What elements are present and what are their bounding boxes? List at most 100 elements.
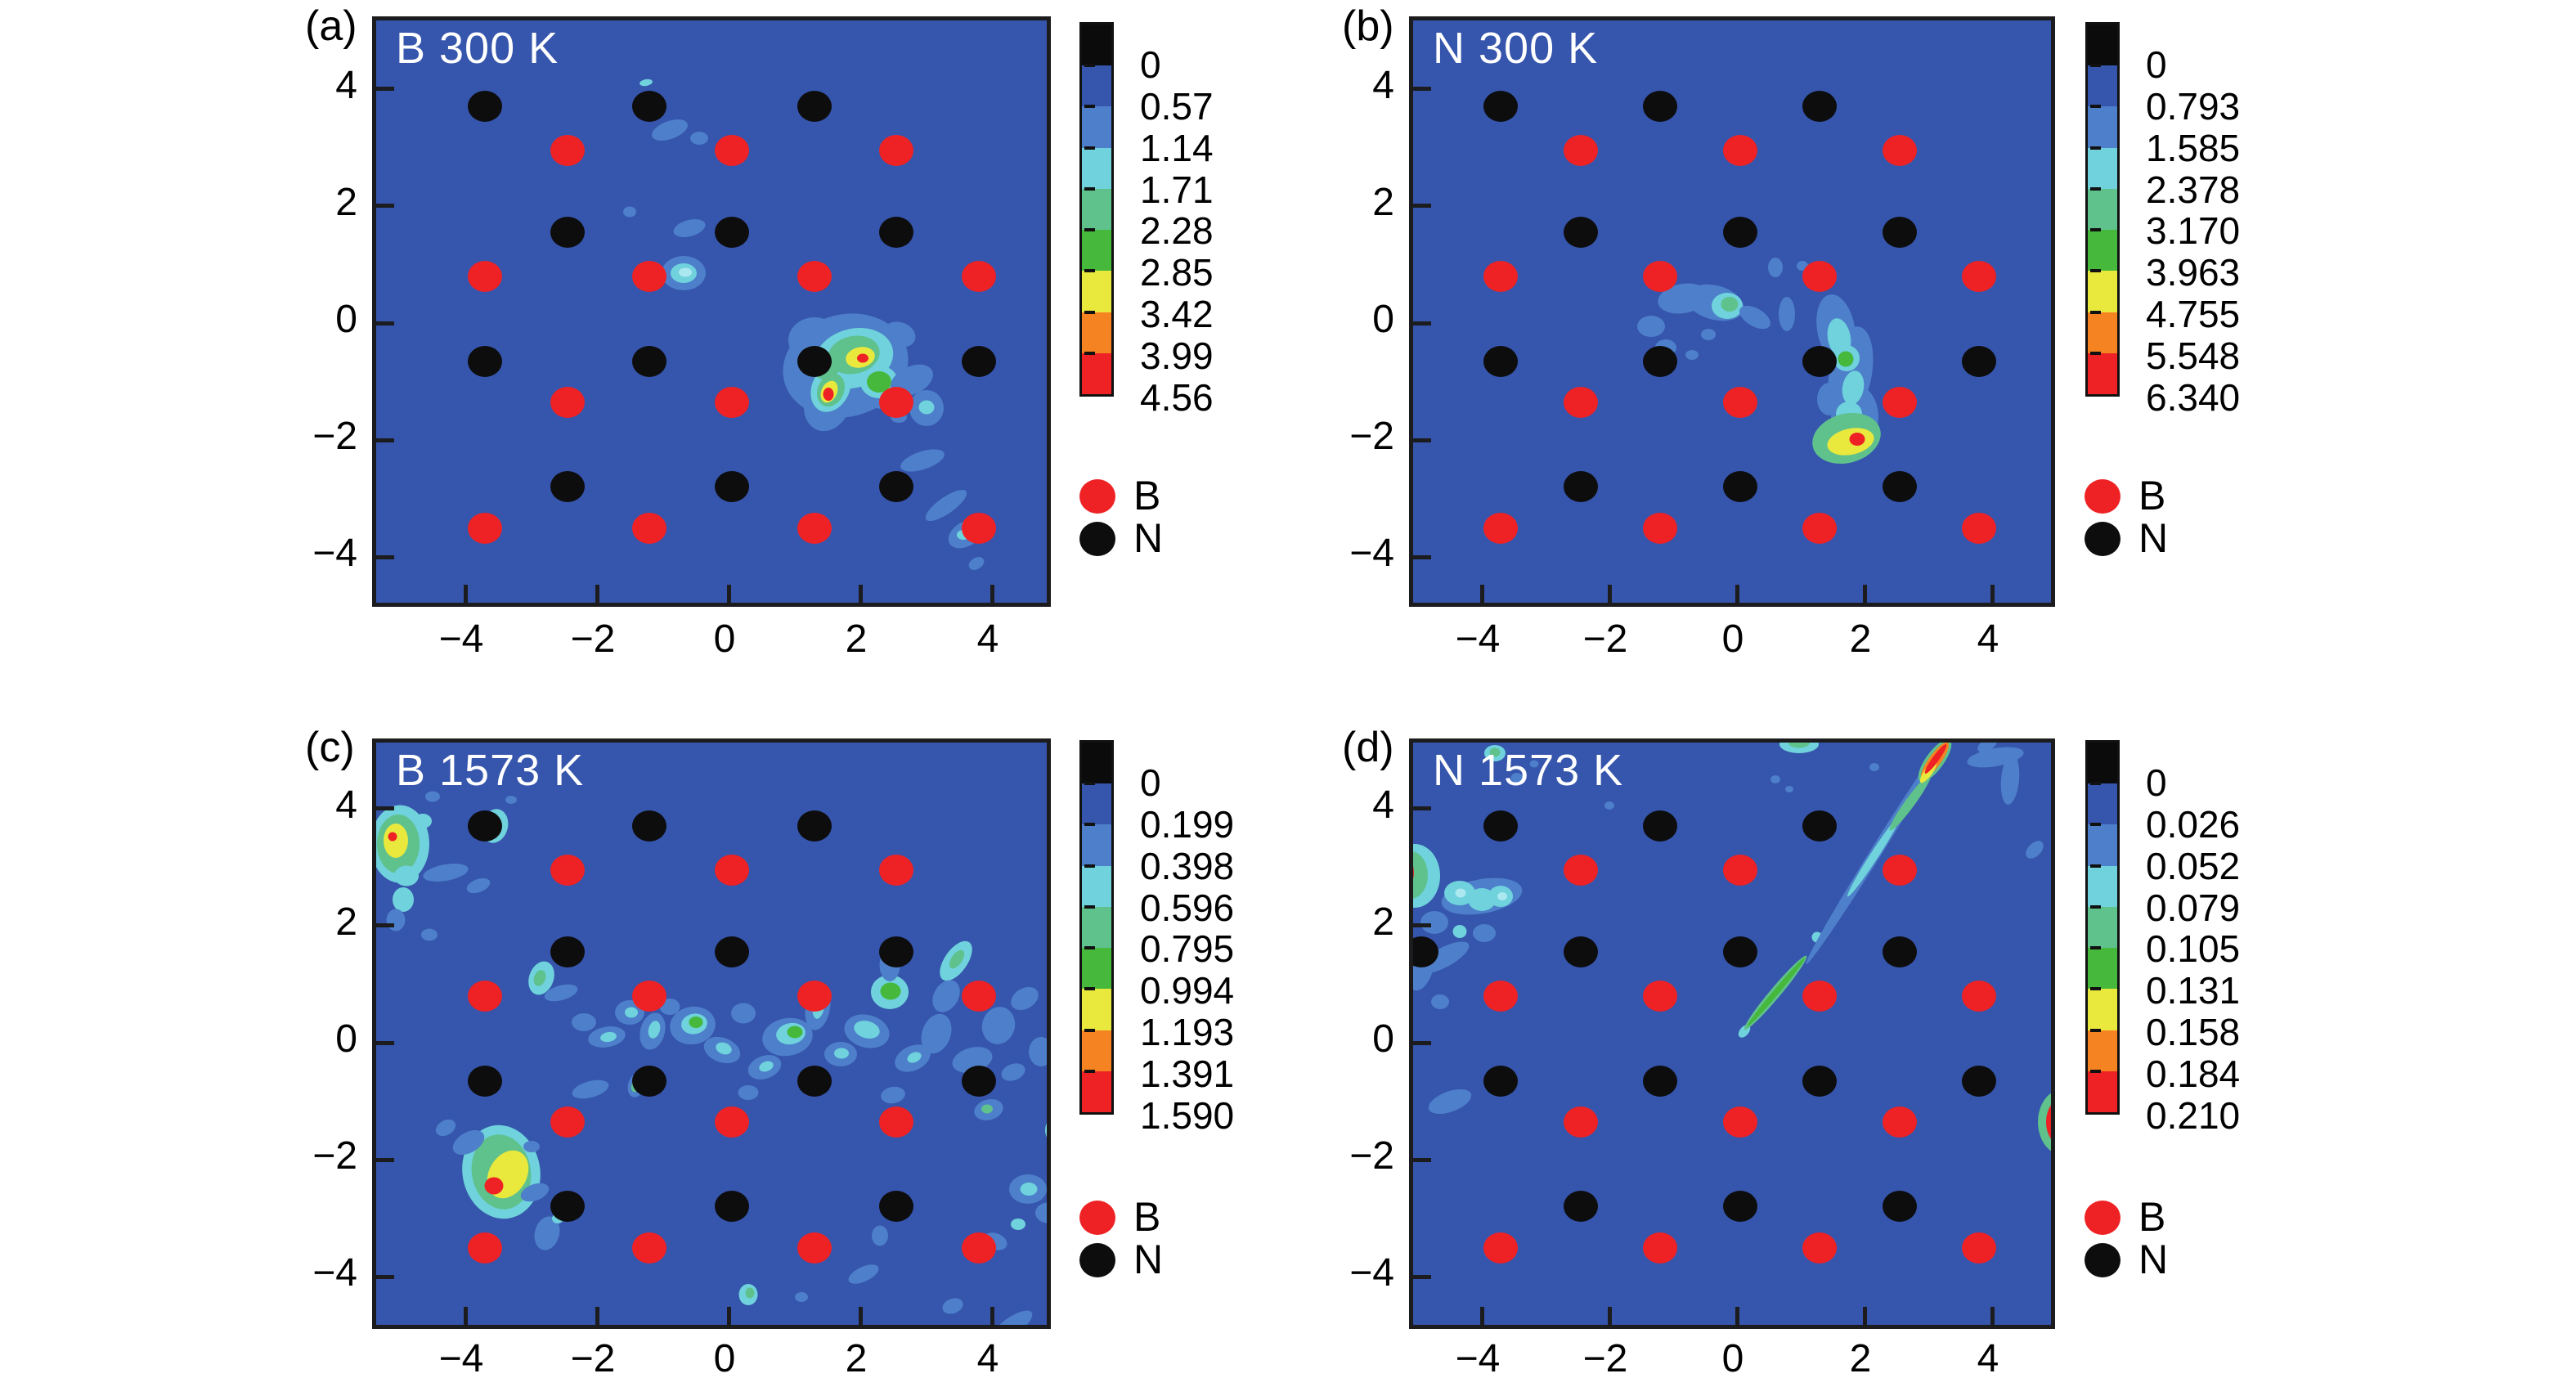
- legend-marker-B: [1079, 1201, 1115, 1235]
- contour-blob: [392, 886, 414, 912]
- atom-dot-N: [1802, 1065, 1838, 1097]
- atom-dot-N: [1483, 91, 1519, 123]
- colorbar-label: 0.052: [2146, 844, 2241, 887]
- colorbar-label: 0.184: [2146, 1053, 2241, 1096]
- colorbar-tick: [1084, 228, 1095, 232]
- x-axis-tick: [858, 1307, 863, 1325]
- atom-dot-B: [1802, 512, 1838, 544]
- contour-blob: [927, 975, 966, 1017]
- panel-tag-a: (a): [305, 2, 357, 50]
- plot-area-d: N 1573 K: [1409, 738, 2055, 1329]
- colorbar-segment: [1082, 1030, 1111, 1071]
- colorbar-label: 0.57: [1140, 84, 1214, 128]
- x-tick-label: 4: [976, 617, 999, 661]
- atom-dot-B: [961, 980, 996, 1012]
- atom-dot-B: [632, 512, 667, 544]
- contour-blob: [624, 1007, 638, 1018]
- atom-dot-B: [468, 260, 503, 292]
- contour-blob: [424, 791, 440, 802]
- atom-dot-N: [1802, 810, 1838, 842]
- atom-dot-B: [1563, 1106, 1598, 1138]
- y-tick-label: 0: [1372, 298, 1394, 341]
- atom-dot-N: [468, 91, 503, 123]
- colorbar-label: 2.85: [1140, 251, 1214, 294]
- colorbar-label: 0.596: [1140, 886, 1235, 929]
- atom-dot-B: [797, 512, 832, 544]
- contour-blob: [940, 1295, 965, 1317]
- colorbar-tick: [1084, 904, 1095, 909]
- atom-dot-N: [632, 345, 667, 377]
- plot-area-c: B 1573 K: [372, 738, 1051, 1329]
- colorbar-label: 0.398: [1140, 844, 1235, 887]
- y-axis-tick: [1413, 204, 1431, 209]
- colorbar-label: 0.994: [1140, 969, 1235, 1012]
- y-tick-label: 0: [1372, 1017, 1394, 1061]
- contour-blob: [898, 445, 948, 477]
- atom-dot-N: [1643, 345, 1678, 377]
- atom-dot-B: [715, 134, 750, 166]
- contour-blob: [639, 79, 653, 88]
- colorbar-segment: [1082, 65, 1111, 107]
- colorbar-segment: [1082, 906, 1111, 949]
- atom-dot-N: [879, 471, 914, 503]
- atom-dot-B: [797, 980, 832, 1012]
- contour-blob: [879, 1084, 907, 1106]
- atom-dot-B: [1722, 854, 1757, 886]
- legend-label-N: N: [2138, 1237, 2169, 1282]
- x-axis-tick: [1607, 1307, 1612, 1325]
- contour-blob: [671, 216, 707, 240]
- atom-dot-N: [632, 1065, 667, 1097]
- atom-dot-B: [468, 512, 503, 544]
- colorbar-segment: [1082, 230, 1111, 272]
- colorbar-c: [1079, 740, 1114, 1115]
- contour-blob: [1529, 760, 1539, 768]
- y-tick-label: −4: [312, 532, 357, 576]
- atom-dot-B: [715, 854, 750, 886]
- x-axis-tick: [858, 585, 863, 603]
- legend-marker-N: [2085, 1243, 2120, 1277]
- contour-blob: [1770, 774, 1780, 783]
- atom-dot-B: [1643, 1232, 1678, 1264]
- colorbar-label: 1.590: [1140, 1094, 1235, 1137]
- colorbar-segment: [1082, 271, 1111, 312]
- legend-marker-N: [2085, 522, 2120, 556]
- colorbar-segment: [1082, 824, 1111, 866]
- y-tick-label: 2: [1372, 900, 1394, 944]
- atom-dot-B: [879, 854, 914, 886]
- colorbar-segment: [2088, 312, 2117, 353]
- colorbar-tick: [2090, 269, 2101, 273]
- colorbar-label: 0.158: [2146, 1011, 2241, 1054]
- x-tick-label: −2: [570, 617, 616, 661]
- plot-area-b: N 300 K: [1409, 16, 2055, 607]
- y-tick-label: 0: [335, 1017, 357, 1061]
- contour-blob: [689, 1016, 703, 1028]
- contour-blob: [1455, 888, 1466, 898]
- atom-dot-B: [879, 134, 914, 166]
- atom-dot-N: [1722, 471, 1757, 503]
- atom-dot-N: [1962, 1065, 1997, 1097]
- contour-blob: [1869, 763, 1879, 772]
- contour-blob: [1497, 892, 1507, 900]
- atom-dot-B: [1563, 134, 1598, 166]
- y-axis-tick: [1413, 1274, 1431, 1279]
- contour-blob: [1420, 911, 1449, 935]
- atom-dot-N: [632, 810, 667, 842]
- x-tick-label: 2: [1849, 1337, 1872, 1378]
- colorbar-tick: [2090, 823, 2101, 827]
- legend-label-B: B: [1133, 473, 1161, 518]
- contour-blob: [1849, 432, 1865, 446]
- contour-blob: [484, 1177, 504, 1195]
- legend-label-N: N: [1133, 1237, 1164, 1282]
- colorbar-label: 1.14: [1140, 126, 1214, 169]
- contour-blob: [388, 832, 397, 842]
- colorbar-tick: [1084, 864, 1095, 868]
- x-axis-tick: [1479, 1307, 1484, 1325]
- atom-dot-N: [1722, 217, 1757, 249]
- colorbar-segment: [2088, 743, 2117, 784]
- contour-blob: [1043, 1295, 1047, 1325]
- contour-blob: [738, 1084, 759, 1100]
- x-tick-label: 0: [1721, 1337, 1744, 1378]
- legend-label-B: B: [2138, 1194, 2166, 1240]
- colorbar-label: 3.963: [2146, 251, 2241, 294]
- x-tick-label: 4: [976, 1337, 999, 1378]
